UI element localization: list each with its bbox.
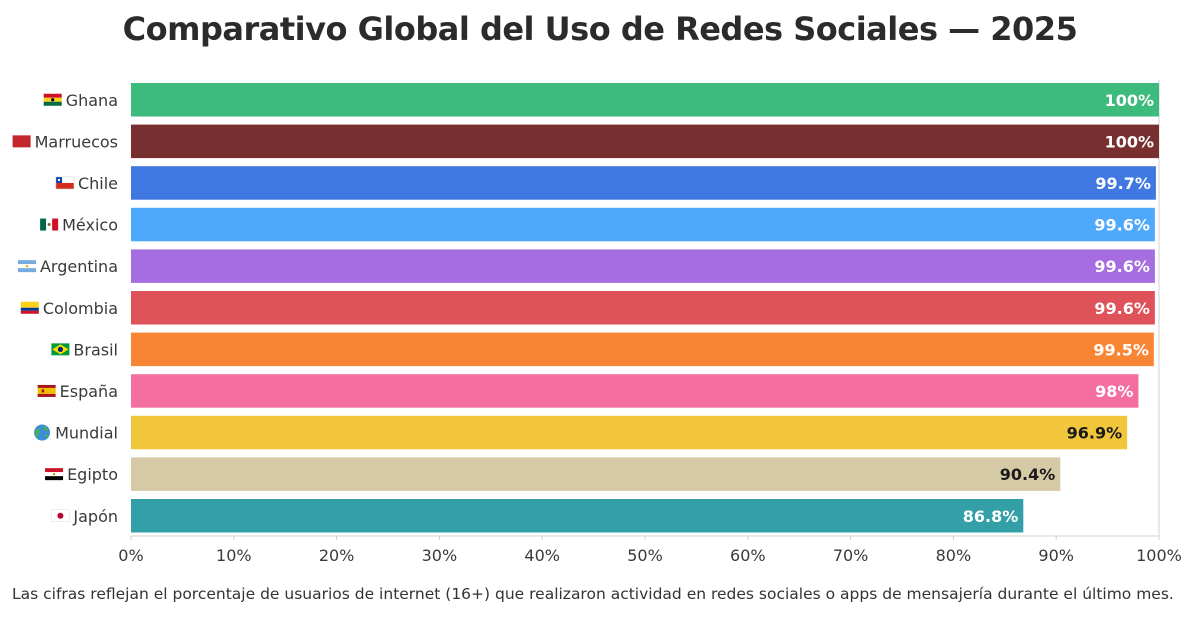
x-tick-label: 100% xyxy=(1136,546,1182,565)
x-tick-label: 50% xyxy=(627,546,663,565)
category-label: Chile xyxy=(78,174,118,193)
bar-value-label: 99.6% xyxy=(1094,257,1150,276)
brazil-flag-icon xyxy=(51,343,70,356)
x-tick-label: 20% xyxy=(319,546,355,565)
category-label: Colombia xyxy=(43,299,118,318)
category-label: Egipto xyxy=(67,465,118,484)
x-tick-label: 40% xyxy=(524,546,560,565)
egypt-flag-icon xyxy=(45,468,64,481)
category-label: Mundial xyxy=(55,424,118,443)
bar-value-label: 96.9% xyxy=(1067,424,1123,443)
mexico-flag-icon xyxy=(40,218,59,231)
bar xyxy=(131,374,1139,408)
x-tick-label: 70% xyxy=(833,546,869,565)
bar-value-label: 99.5% xyxy=(1093,340,1149,359)
category-label: México xyxy=(62,216,118,235)
colombia-flag-icon xyxy=(20,301,39,314)
x-tick-label: 10% xyxy=(216,546,252,565)
x-tick-label: 30% xyxy=(422,546,458,565)
bar-value-label: 99.6% xyxy=(1094,216,1150,235)
bar-value-label: 98% xyxy=(1095,382,1133,401)
chile-flag-icon xyxy=(55,176,75,190)
chart-footnote: Las cifras reflejan el porcentaje de usu… xyxy=(12,585,1174,603)
category-label: España xyxy=(60,382,118,401)
bar xyxy=(131,249,1155,283)
bar xyxy=(131,499,1024,533)
bar xyxy=(131,166,1156,200)
x-tick-label: 90% xyxy=(1038,546,1074,565)
bar-value-label: 86.8% xyxy=(963,507,1019,526)
x-tick-label: 0% xyxy=(118,546,143,565)
bar-value-label: 90.4% xyxy=(1000,465,1056,484)
category-label: Argentina xyxy=(40,257,118,276)
bar xyxy=(131,457,1061,491)
bar xyxy=(131,207,1155,242)
category-label: Ghana xyxy=(66,91,118,110)
globe-icon xyxy=(34,424,51,441)
bar-value-label: 99.6% xyxy=(1094,299,1150,318)
morocco-flag-icon xyxy=(12,135,31,148)
category-label: Japón xyxy=(72,507,118,526)
bar xyxy=(131,332,1154,367)
bar-value-label: 99.7% xyxy=(1095,174,1151,193)
bar xyxy=(131,124,1159,159)
x-tick-label: 60% xyxy=(730,546,766,565)
japan-flag-icon xyxy=(51,509,70,522)
spain-flag-icon xyxy=(37,384,56,397)
bar xyxy=(131,415,1128,450)
bar xyxy=(131,291,1155,325)
chart-title: Comparativo Global del Uso de Redes Soci… xyxy=(122,10,1078,48)
argentina-flag-icon xyxy=(17,260,36,273)
x-tick-label: 80% xyxy=(936,546,972,565)
ghana-flag-icon xyxy=(43,93,62,106)
bar-value-label: 100% xyxy=(1105,132,1154,151)
bar xyxy=(131,83,1159,117)
category-label: Marruecos xyxy=(35,132,118,151)
category-label: Brasil xyxy=(73,340,118,359)
bar-chart: 100% Ghana 100% Marruecos 99.7% Chile 99.6% Méx… xyxy=(12,80,1182,565)
bar-value-label: 100% xyxy=(1105,91,1154,110)
